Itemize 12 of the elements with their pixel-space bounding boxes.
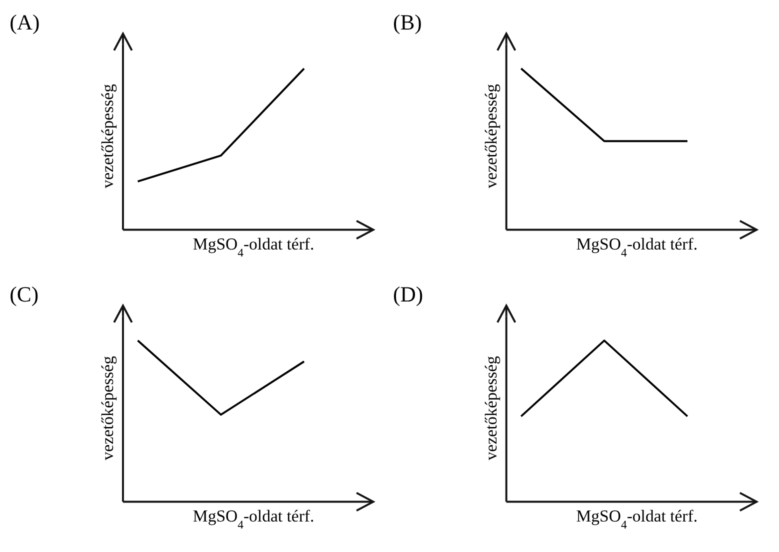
- x-axis-title: MgSO$_{4}$-oldat térf.: [576, 506, 698, 531]
- chart-title: (A): [10, 10, 40, 35]
- y-axis-title: vezetőképesség: [98, 83, 118, 188]
- x-axis-title: MgSO$_{4}$-oldat térf.: [192, 506, 314, 531]
- chart-title: (C): [10, 282, 39, 307]
- x-axis-title: MgSO$_{4}$-oldat térf.: [192, 234, 314, 259]
- y-axis-title: vezetőképesség: [98, 355, 118, 460]
- chart-title: (D): [393, 282, 424, 307]
- chart-title: (B): [393, 10, 422, 35]
- y-axis-title: vezetőképesség: [481, 355, 500, 460]
- x-axis-title: MgSO$_{4}$-oldat térf.: [576, 234, 698, 259]
- y-axis-title: vezetőképesség: [481, 83, 500, 188]
